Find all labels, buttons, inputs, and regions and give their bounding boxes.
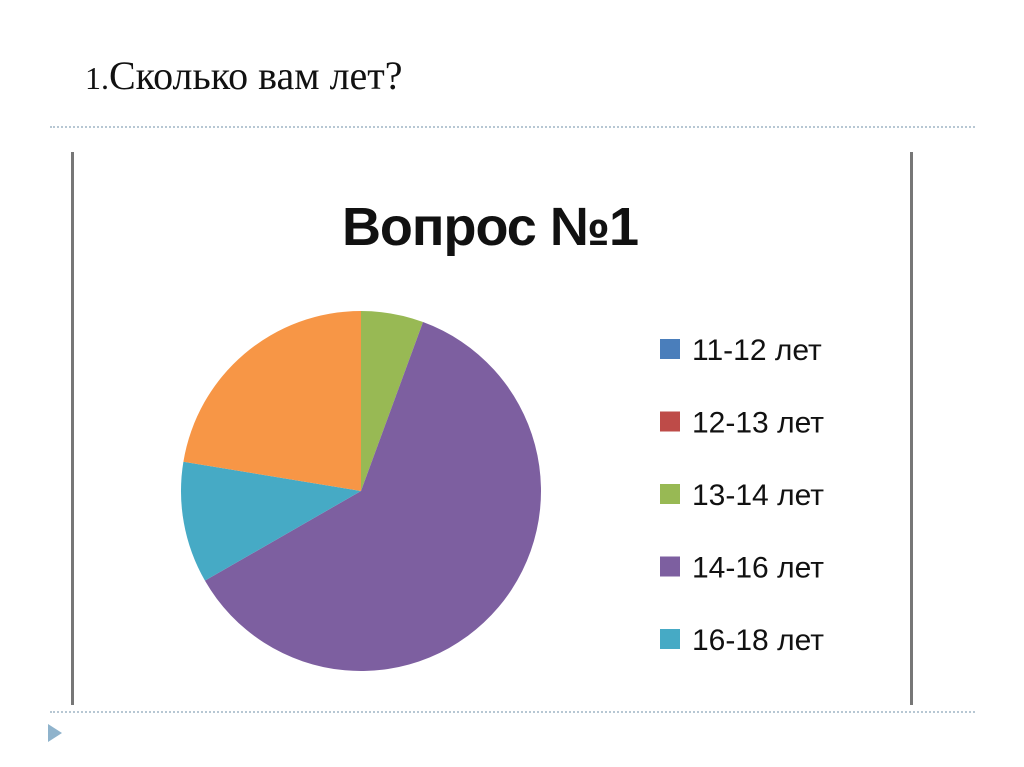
pie-slice-13-14 лет [361,311,424,491]
chart-frame-left [71,152,74,705]
pie-slice-unlabeled [183,311,361,491]
pie-slice-16-18 лет [180,461,361,581]
legend-label: 12-13 лет [692,407,824,440]
legend-swatch [660,556,680,577]
legend-swatch [660,339,680,359]
top-divider [50,126,975,128]
slide-title: 1.Сколько вам лет? [85,52,403,99]
legend-label: 13-14 лет [692,479,824,512]
legend: 11-12 лет 12-13 лет 13-14 лет 14-16 лет 16-1… [660,334,824,657]
bullet-triangle-icon [48,724,62,742]
legend-swatch [660,484,680,504]
title-number: 1. [85,60,109,96]
legend-label: 11-12 лет [692,334,822,367]
bottom-divider [50,711,975,713]
legend-label: 14-16 лет [692,552,824,585]
legend-swatch [660,411,680,432]
pie-slices [180,311,541,671]
legend-swatch [660,629,680,649]
chart-frame-right [910,152,913,705]
legend-label: 16-18 лет [692,624,824,657]
chart-title: Вопрос №1 [342,197,638,257]
pie-slice-14-16 лет [204,322,541,671]
title-text: Сколько вам лет? [109,53,403,98]
